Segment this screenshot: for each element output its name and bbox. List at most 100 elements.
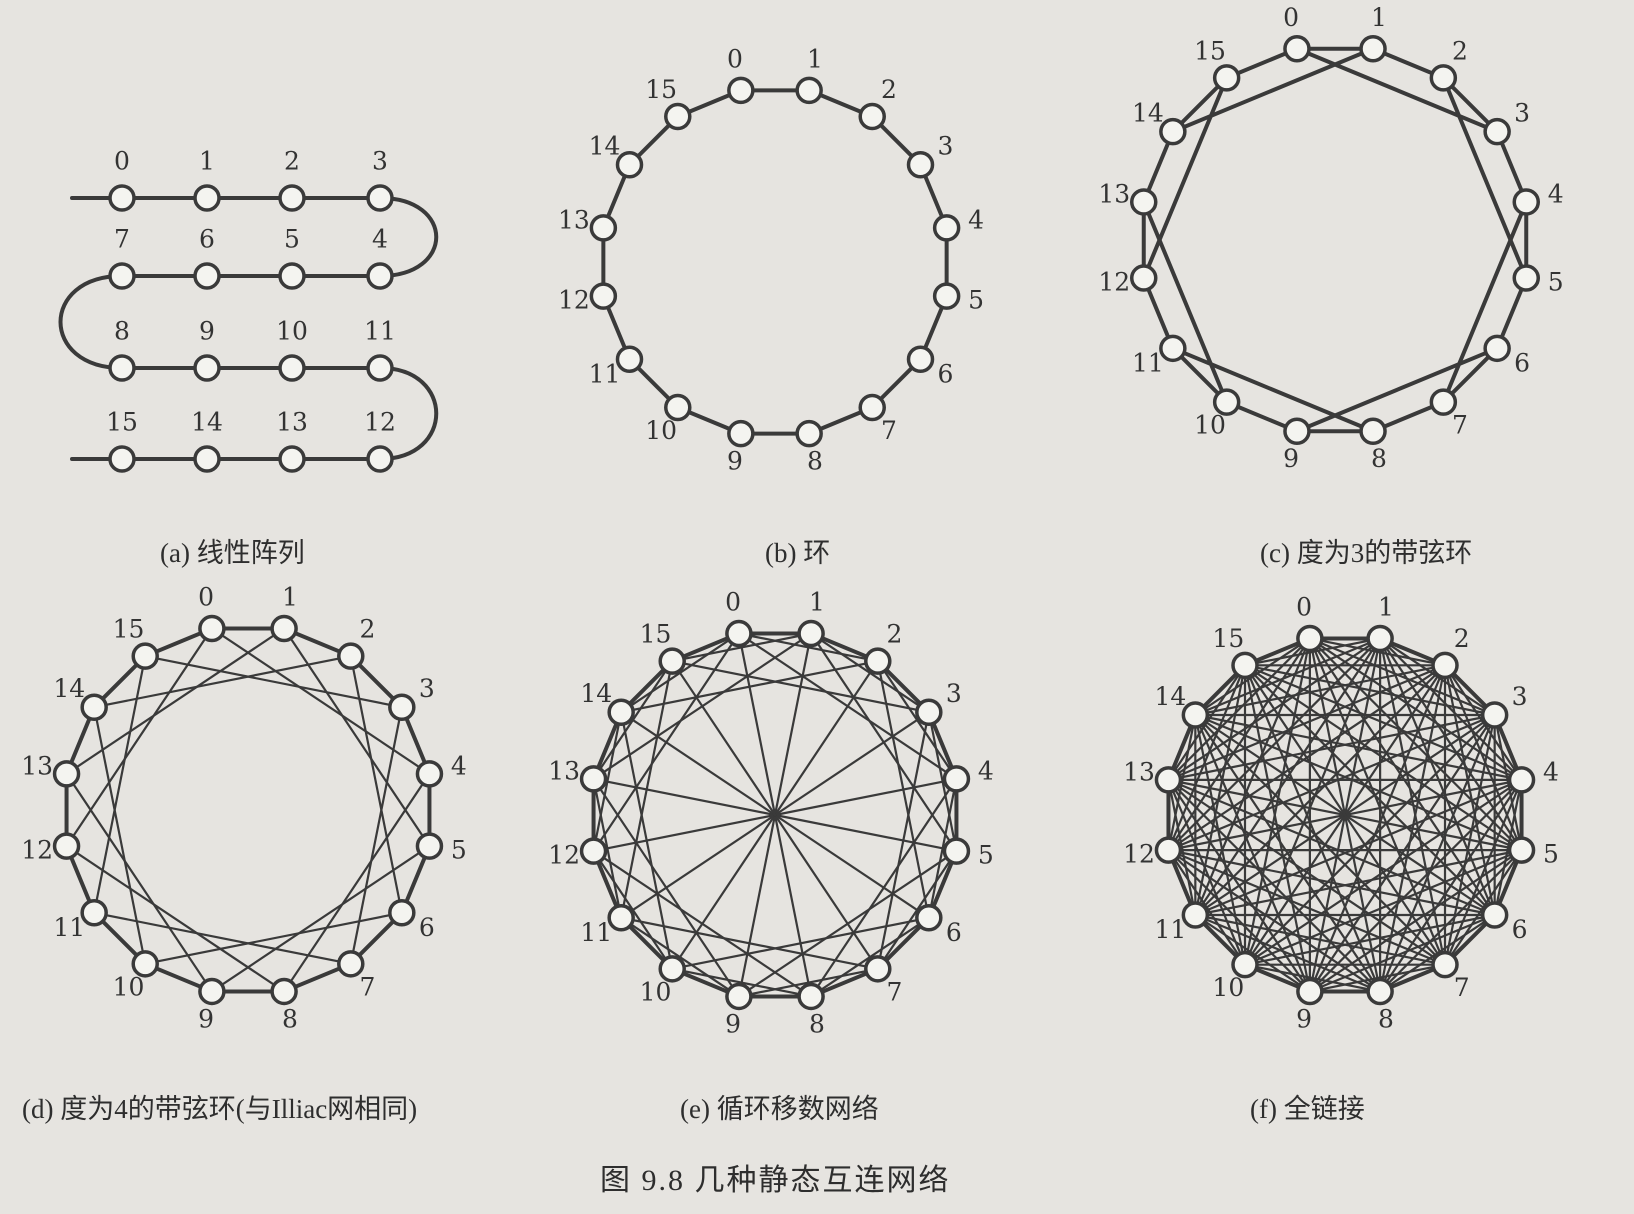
node-6 xyxy=(1480,901,1509,929)
chord-edge-12-15 xyxy=(1141,75,1229,281)
node-label-0: 0 xyxy=(114,147,130,176)
hub-edge-1 xyxy=(773,632,813,817)
hub-edge-4 xyxy=(773,777,958,817)
node-8 xyxy=(108,354,136,382)
node-label-11: 11 xyxy=(589,359,621,388)
chord-edge-7-14 xyxy=(1194,713,1447,966)
node-7 xyxy=(1431,950,1459,979)
node-label-8: 8 xyxy=(282,1004,298,1033)
chord-edge-3-12 xyxy=(1167,713,1496,852)
node-0 xyxy=(1296,624,1324,653)
node-label-6: 6 xyxy=(1514,349,1530,378)
node-8 xyxy=(1366,977,1394,1006)
chord-edge-2-9 xyxy=(1308,664,1447,993)
node-label-3: 3 xyxy=(1514,98,1530,127)
node-12 xyxy=(1154,836,1183,864)
node-13 xyxy=(278,445,306,473)
node-label-1: 1 xyxy=(809,588,825,617)
node-13 xyxy=(579,765,608,793)
node-15 xyxy=(1231,651,1259,680)
node-label-14: 14 xyxy=(580,679,612,708)
node-label-11: 11 xyxy=(1154,915,1186,944)
node-3 xyxy=(388,693,416,721)
node-7 xyxy=(858,393,886,422)
node-10 xyxy=(131,950,159,978)
node-label-2: 2 xyxy=(886,620,902,649)
node-label-8: 8 xyxy=(807,447,823,476)
node-label-10: 10 xyxy=(1212,973,1244,1002)
node-label-9: 9 xyxy=(1283,444,1299,473)
node-label-6: 6 xyxy=(937,359,953,388)
node-2 xyxy=(864,647,892,675)
node-9 xyxy=(193,354,221,382)
node-11 xyxy=(80,899,108,927)
node-4 xyxy=(1512,188,1541,216)
node-6 xyxy=(906,345,935,373)
hub-edge-11 xyxy=(620,813,777,919)
node-14 xyxy=(1181,701,1210,729)
chord-edge-7-11 xyxy=(93,911,352,965)
chord-edge-14-1 xyxy=(1170,46,1376,134)
node-label-0: 0 xyxy=(727,44,743,73)
node-label-15: 15 xyxy=(113,615,145,644)
node-14 xyxy=(1159,117,1187,146)
node-9 xyxy=(1283,417,1311,446)
node-label-1: 1 xyxy=(1371,3,1387,32)
node-label-13: 13 xyxy=(276,408,308,437)
hub-edge-6 xyxy=(773,813,930,919)
node-5 xyxy=(932,282,961,310)
node-label-1: 1 xyxy=(807,44,823,73)
figure-caption: 图 9.8 几种静态互连网络 xyxy=(600,1164,951,1197)
node-12 xyxy=(579,837,608,865)
node-8 xyxy=(1359,417,1387,446)
chord-edge-5-14 xyxy=(1194,713,1523,852)
node-1 xyxy=(797,619,825,648)
node-label-7: 7 xyxy=(1454,973,1470,1002)
chord-edge-3-7 xyxy=(349,706,403,965)
chord-edge-11-15 xyxy=(93,655,147,914)
chord-edge-8-13 xyxy=(1167,778,1382,993)
caption-c: (c) 度为3的带弦环 xyxy=(1260,538,1472,568)
node-label-14: 14 xyxy=(1154,682,1186,711)
chord-edge-8-11 xyxy=(1194,913,1382,993)
node-label-12: 12 xyxy=(21,835,53,864)
node-label-1: 1 xyxy=(199,147,215,176)
turn-edge-11-12 xyxy=(378,366,439,461)
node-11 xyxy=(366,354,394,382)
node-label-3: 3 xyxy=(1512,682,1528,711)
chord-edge-10-13 xyxy=(1141,199,1229,405)
node-label-3: 3 xyxy=(419,674,435,703)
node-label-4: 4 xyxy=(372,225,388,254)
node-label-13: 13 xyxy=(548,757,580,786)
node-0 xyxy=(198,614,226,643)
node-label-13: 13 xyxy=(558,206,590,235)
caption-b: (b) 环 xyxy=(765,538,830,568)
node-8 xyxy=(797,982,825,1011)
chord-edge-2-5 xyxy=(1441,75,1529,281)
node-label-3: 3 xyxy=(946,679,962,708)
node-1 xyxy=(193,184,221,212)
node-6 xyxy=(1483,334,1511,363)
node-label-7: 7 xyxy=(881,416,897,445)
node-2 xyxy=(278,184,306,212)
node-3 xyxy=(1480,701,1509,729)
chord-edge-4-7 xyxy=(1441,199,1529,405)
node-12 xyxy=(366,445,394,473)
node-label-7: 7 xyxy=(1452,411,1468,440)
node-0 xyxy=(725,619,753,648)
chord-edge-13-1 xyxy=(65,627,286,776)
node-11 xyxy=(1159,334,1187,363)
chord-edge-3-13 xyxy=(1167,713,1496,781)
node-label-15: 15 xyxy=(1212,624,1244,653)
chord-edge-7-12 xyxy=(1167,849,1447,966)
node-5 xyxy=(278,262,306,290)
node-1 xyxy=(270,614,298,643)
node-9 xyxy=(725,982,753,1011)
node-15 xyxy=(1212,64,1241,92)
chord-edge-10-14 xyxy=(93,706,147,965)
chord-edge-0-3 xyxy=(1294,46,1500,134)
node-label-8: 8 xyxy=(1371,444,1387,473)
node-5 xyxy=(1507,836,1536,864)
